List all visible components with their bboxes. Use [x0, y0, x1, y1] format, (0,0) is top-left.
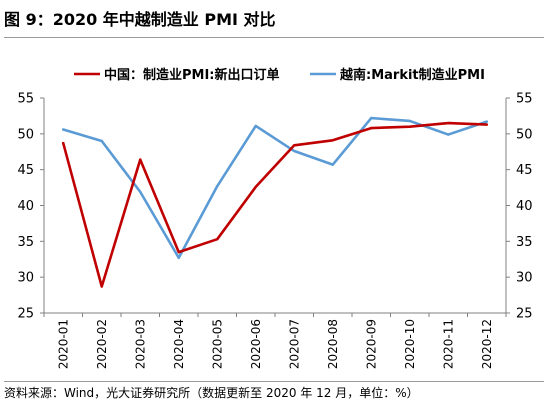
x-tick-label: 2020-08: [326, 319, 340, 369]
y-tick-label-right: 40: [516, 199, 533, 214]
legend-label: 越南:Markit制造业PMI: [339, 67, 485, 83]
data-point-vietnam: [370, 116, 373, 120]
title-divider: [4, 37, 544, 38]
y-tick-label-right: 35: [516, 235, 533, 250]
figure-title: 图 9：2020 年中越制造业 PMI 对比: [4, 10, 276, 29]
data-point-vietnam: [331, 163, 334, 166]
legend-label: 中国：制造业PMI:新出口订单: [104, 67, 280, 83]
y-tick-label-left: 45: [17, 163, 34, 178]
y-tick-label-left: 55: [17, 92, 34, 107]
x-tick-label: 2020-12: [480, 319, 494, 369]
data-point-vietnam: [447, 133, 450, 136]
data-point-vietnam: [254, 124, 257, 128]
y-tick-label-right: 45: [516, 163, 533, 178]
x-tick-label: 2020-04: [172, 319, 186, 369]
y-tick-label-right: 55: [516, 92, 533, 107]
legend-item-china: 中国：制造业PMI:新出口订单: [74, 67, 280, 83]
x-tick-label: 2020-09: [364, 319, 378, 369]
data-point-china: [177, 250, 180, 254]
data-point-china: [139, 158, 142, 161]
chart-axes: 25 25 30 30 35 35 40 40 45 45 50 50 55 55: [17, 92, 532, 322]
x-tick-label: 2020-01: [56, 319, 70, 369]
chart-series: [61, 116, 489, 288]
y-tick-label-left: 40: [17, 199, 34, 214]
x-tick-label: 2020-11: [441, 319, 455, 369]
data-point-vietnam: [100, 139, 103, 143]
data-point-vietnam: [177, 256, 180, 260]
y-tick-label-right: 25: [516, 307, 533, 322]
data-point-china: [293, 144, 296, 147]
x-tick-label: 2020-02: [95, 319, 109, 369]
y-tick-label-left: 30: [17, 271, 34, 286]
data-point-china: [62, 141, 65, 145]
data-point-china: [100, 285, 103, 288]
series-line-vietnam: [61, 116, 489, 260]
source-divider: [4, 381, 544, 382]
y-tick-label-right: 50: [516, 127, 533, 142]
data-point-china: [254, 185, 257, 189]
series-line-china: [61, 121, 489, 288]
x-tick-label: 2020-03: [133, 319, 147, 369]
x-axis-labels: 2020-01 2020-02 2020-03 2020-04 2020-05 2020-…: [56, 319, 494, 369]
x-tick-label: 2020-07: [287, 319, 301, 369]
data-point-china: [485, 123, 488, 126]
source-note: 资料来源：Wind，光大证券研究所（数据更新至 2020 年 12 月，单位：%…: [4, 386, 419, 400]
pmi-line-chart: 中国：制造业PMI:新出口订单 越南:Markit制造业PMI 25 25 30 30 3…: [17, 67, 532, 369]
legend-item-vietnam: 越南:Markit制造业PMI: [310, 67, 485, 83]
data-point-china: [370, 126, 373, 130]
data-point-vietnam: [139, 190, 142, 194]
data-point-china: [447, 121, 450, 125]
data-point-vietnam: [62, 128, 65, 131]
y-tick-label-left: 50: [17, 127, 34, 142]
x-tick-label: 2020-06: [249, 319, 263, 369]
data-point-china: [408, 125, 411, 128]
y-tick-label-left: 25: [17, 307, 34, 322]
data-point-vietnam: [216, 184, 219, 188]
data-point-china: [331, 139, 334, 142]
data-point-vietnam: [293, 149, 296, 153]
chart-legend: 中国：制造业PMI:新出口订单 越南:Markit制造业PMI: [74, 67, 485, 83]
data-point-china: [216, 237, 219, 241]
data-point-vietnam: [408, 119, 411, 123]
data-point-vietnam: [485, 120, 488, 123]
y-tick-label-right: 30: [516, 271, 533, 286]
y-tick-label-left: 35: [17, 235, 34, 250]
x-tick-label: 2020-05: [210, 319, 224, 369]
x-tick-label: 2020-10: [403, 319, 417, 369]
